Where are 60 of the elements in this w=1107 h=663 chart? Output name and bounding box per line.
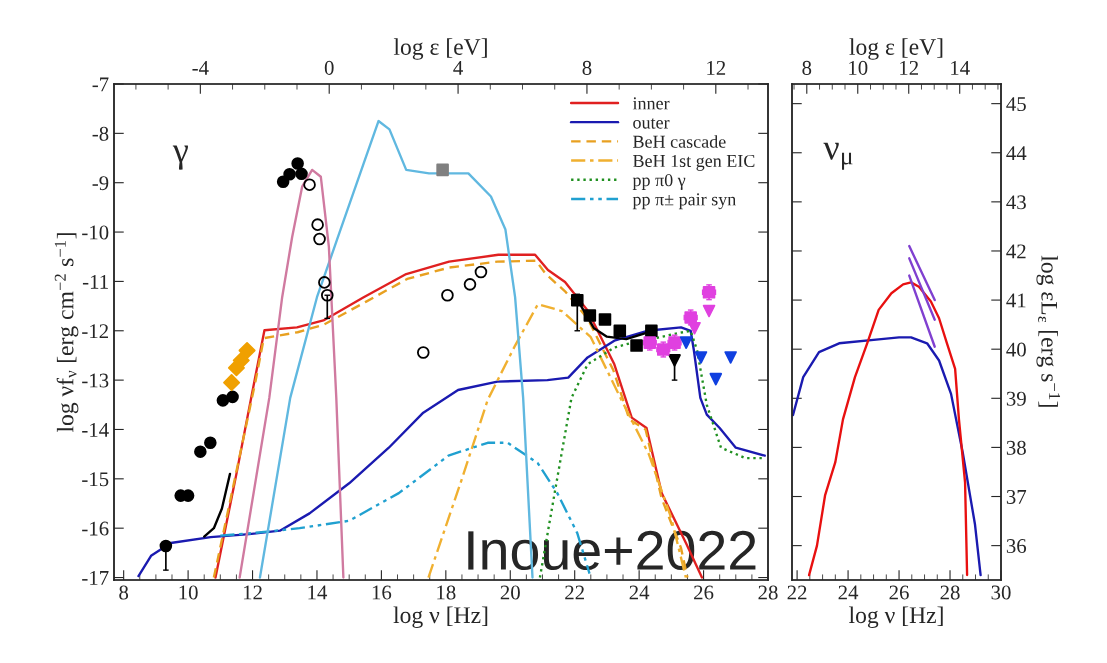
x2-axis-title: log ε [eV]: [393, 38, 487, 60]
x-tick-label: 22: [787, 585, 807, 600]
x-tick-label: 26: [889, 585, 909, 600]
y-tick-label: -9: [92, 176, 109, 191]
x-tick-label: 22: [565, 585, 584, 600]
x-tick-label: 24: [629, 585, 650, 600]
y-tick-label: -13: [82, 373, 109, 388]
y-tick-label: -11: [82, 274, 108, 289]
x2-tick-label: 8: [802, 60, 812, 75]
y-tick-label: -15: [82, 472, 109, 487]
x2-tick-label: 14: [951, 60, 970, 75]
x-tick-label: 10: [179, 585, 198, 600]
x-tick-label: 20: [500, 585, 520, 600]
y-tick-label: 44: [1006, 146, 1027, 160]
x2-tick-label: 12: [707, 60, 726, 75]
x-tick-label: 14: [308, 585, 328, 600]
legend-label: outer: [633, 118, 670, 129]
y-tick-label: -12: [82, 324, 108, 338]
x-tick-label: 24: [838, 585, 859, 600]
y-tick-label: 41: [1006, 293, 1026, 308]
x2-tick-label: -4: [192, 60, 209, 75]
x-tick-label: 8: [119, 585, 129, 600]
y-tick-label: 37: [1006, 489, 1027, 504]
x2-tick-label: 12: [900, 60, 918, 75]
legend-label: BeH 1st gen EIC: [633, 154, 755, 171]
y-tick-label: -7: [92, 77, 109, 92]
x-tick-label: 18: [437, 585, 456, 600]
y-tick-label: 45: [1006, 97, 1026, 112]
x2-tick-label: 0: [324, 60, 334, 75]
x2-tick-label: 8: [582, 60, 592, 75]
y-tick-label: 43: [1006, 195, 1026, 210]
x-tick-label: 16: [372, 585, 392, 600]
legend-label: BeH cascade: [633, 135, 726, 148]
legend-label: pp π0 γ: [632, 174, 686, 190]
x-tick-label: 26: [694, 585, 714, 600]
y-tick-label: 40: [1006, 342, 1026, 357]
y-tick-label: -14: [82, 422, 109, 437]
y-axis-title: log εL$_{ε}$ [erg s$^{−1}$]: [1036, 255, 1061, 407]
legend-label: pp π± pair syn: [632, 193, 736, 210]
annotation: γ: [172, 145, 188, 170]
y-tick-label: -8: [92, 126, 109, 141]
x-tick-label: 28: [758, 585, 778, 600]
legend-label: inner: [632, 97, 670, 110]
annotation: ν$_{μ}$: [823, 142, 853, 170]
y-tick-label: 38: [1006, 440, 1026, 455]
y-tick-label: 36: [1006, 539, 1027, 554]
x2-tick-label: 10: [849, 60, 868, 75]
y-tick-label: -17: [82, 571, 109, 585]
y-tick-label: 39: [1006, 391, 1026, 406]
x2-tick-label: 4: [453, 60, 463, 75]
x-axis-title: log ν [Hz]: [849, 606, 943, 629]
x-tick-label: 30: [991, 585, 1011, 600]
y-tick-label: -16: [82, 521, 109, 536]
y-tick-label: 42: [1006, 244, 1026, 259]
y-axis-title: log νf$_{ν}$ [erg cm$^{−2}$ s$^{−1}$]: [54, 233, 79, 433]
x-axis-title: log ν [Hz]: [393, 606, 488, 629]
x-tick-label: 28: [940, 585, 960, 600]
x-tick-label: 12: [243, 585, 262, 600]
x2-axis-title: log ε [eV]: [849, 38, 943, 60]
y-tick-label: -10: [82, 225, 109, 240]
